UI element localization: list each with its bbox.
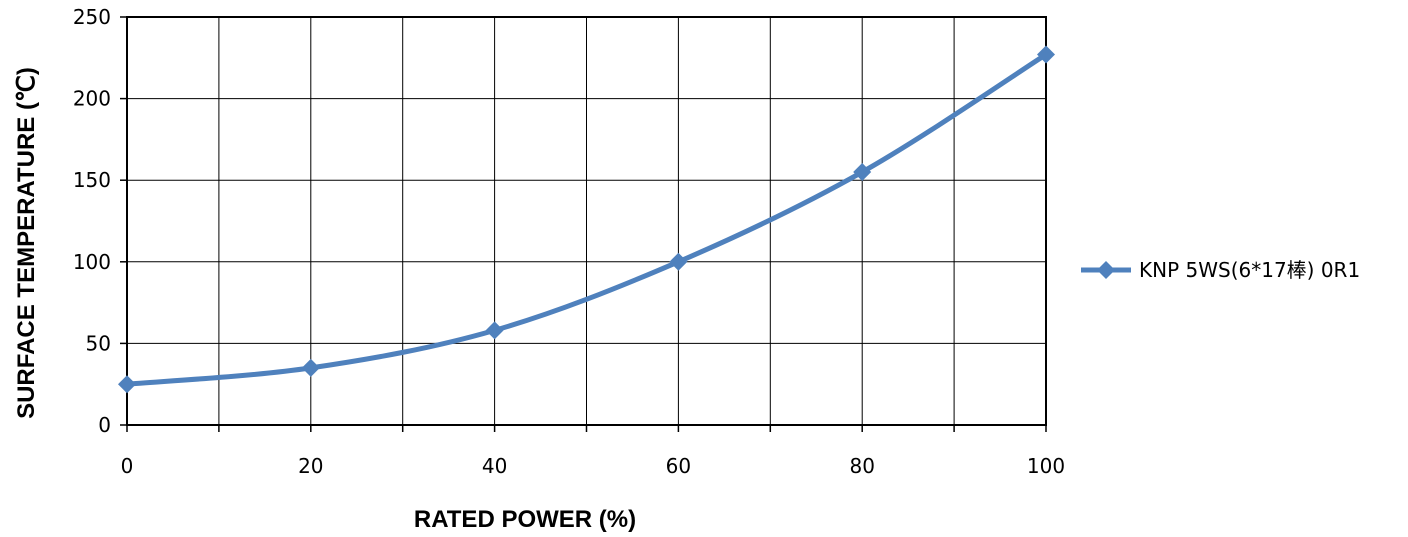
legend-label: KNP 5WS(6*17棒) 0R1 <box>1139 258 1360 282</box>
data-point-marker <box>853 163 872 182</box>
data-point-marker <box>118 375 136 394</box>
y-axis-title: SURFACE TEMPERATURE (℃) <box>13 67 40 419</box>
y-tick-label: 0 <box>98 413 111 437</box>
y-tick-label: 200 <box>73 87 111 111</box>
data-point-marker <box>669 252 688 271</box>
x-axis-title: RATED POWER (%) <box>414 506 636 533</box>
y-tick-label: 50 <box>86 331 111 355</box>
data-point-marker <box>1037 45 1055 64</box>
y-tick-label: 100 <box>73 250 111 274</box>
x-tick-label: 80 <box>849 454 874 478</box>
grid <box>126 16 1047 426</box>
x-tick-label: 20 <box>298 454 323 478</box>
y-tick-label: 250 <box>73 5 111 29</box>
x-tick-label: 40 <box>482 454 507 478</box>
y-tick-label: 150 <box>73 168 111 192</box>
data-point-marker <box>485 321 504 340</box>
x-tick-label: 100 <box>1027 454 1065 478</box>
x-tick-label: 0 <box>121 454 134 478</box>
series-line <box>126 52 1048 387</box>
series-layer <box>118 45 1055 394</box>
x-axis: 0 20 40 60 80 100 <box>121 425 1065 478</box>
legend: KNP 5WS(6*17棒) 0R1 <box>1081 258 1360 282</box>
data-point-marker <box>301 358 320 377</box>
legend-marker <box>1097 261 1115 279</box>
x-tick-label: 60 <box>666 454 691 478</box>
y-axis: 0 50 100 150 200 250 <box>73 5 127 437</box>
